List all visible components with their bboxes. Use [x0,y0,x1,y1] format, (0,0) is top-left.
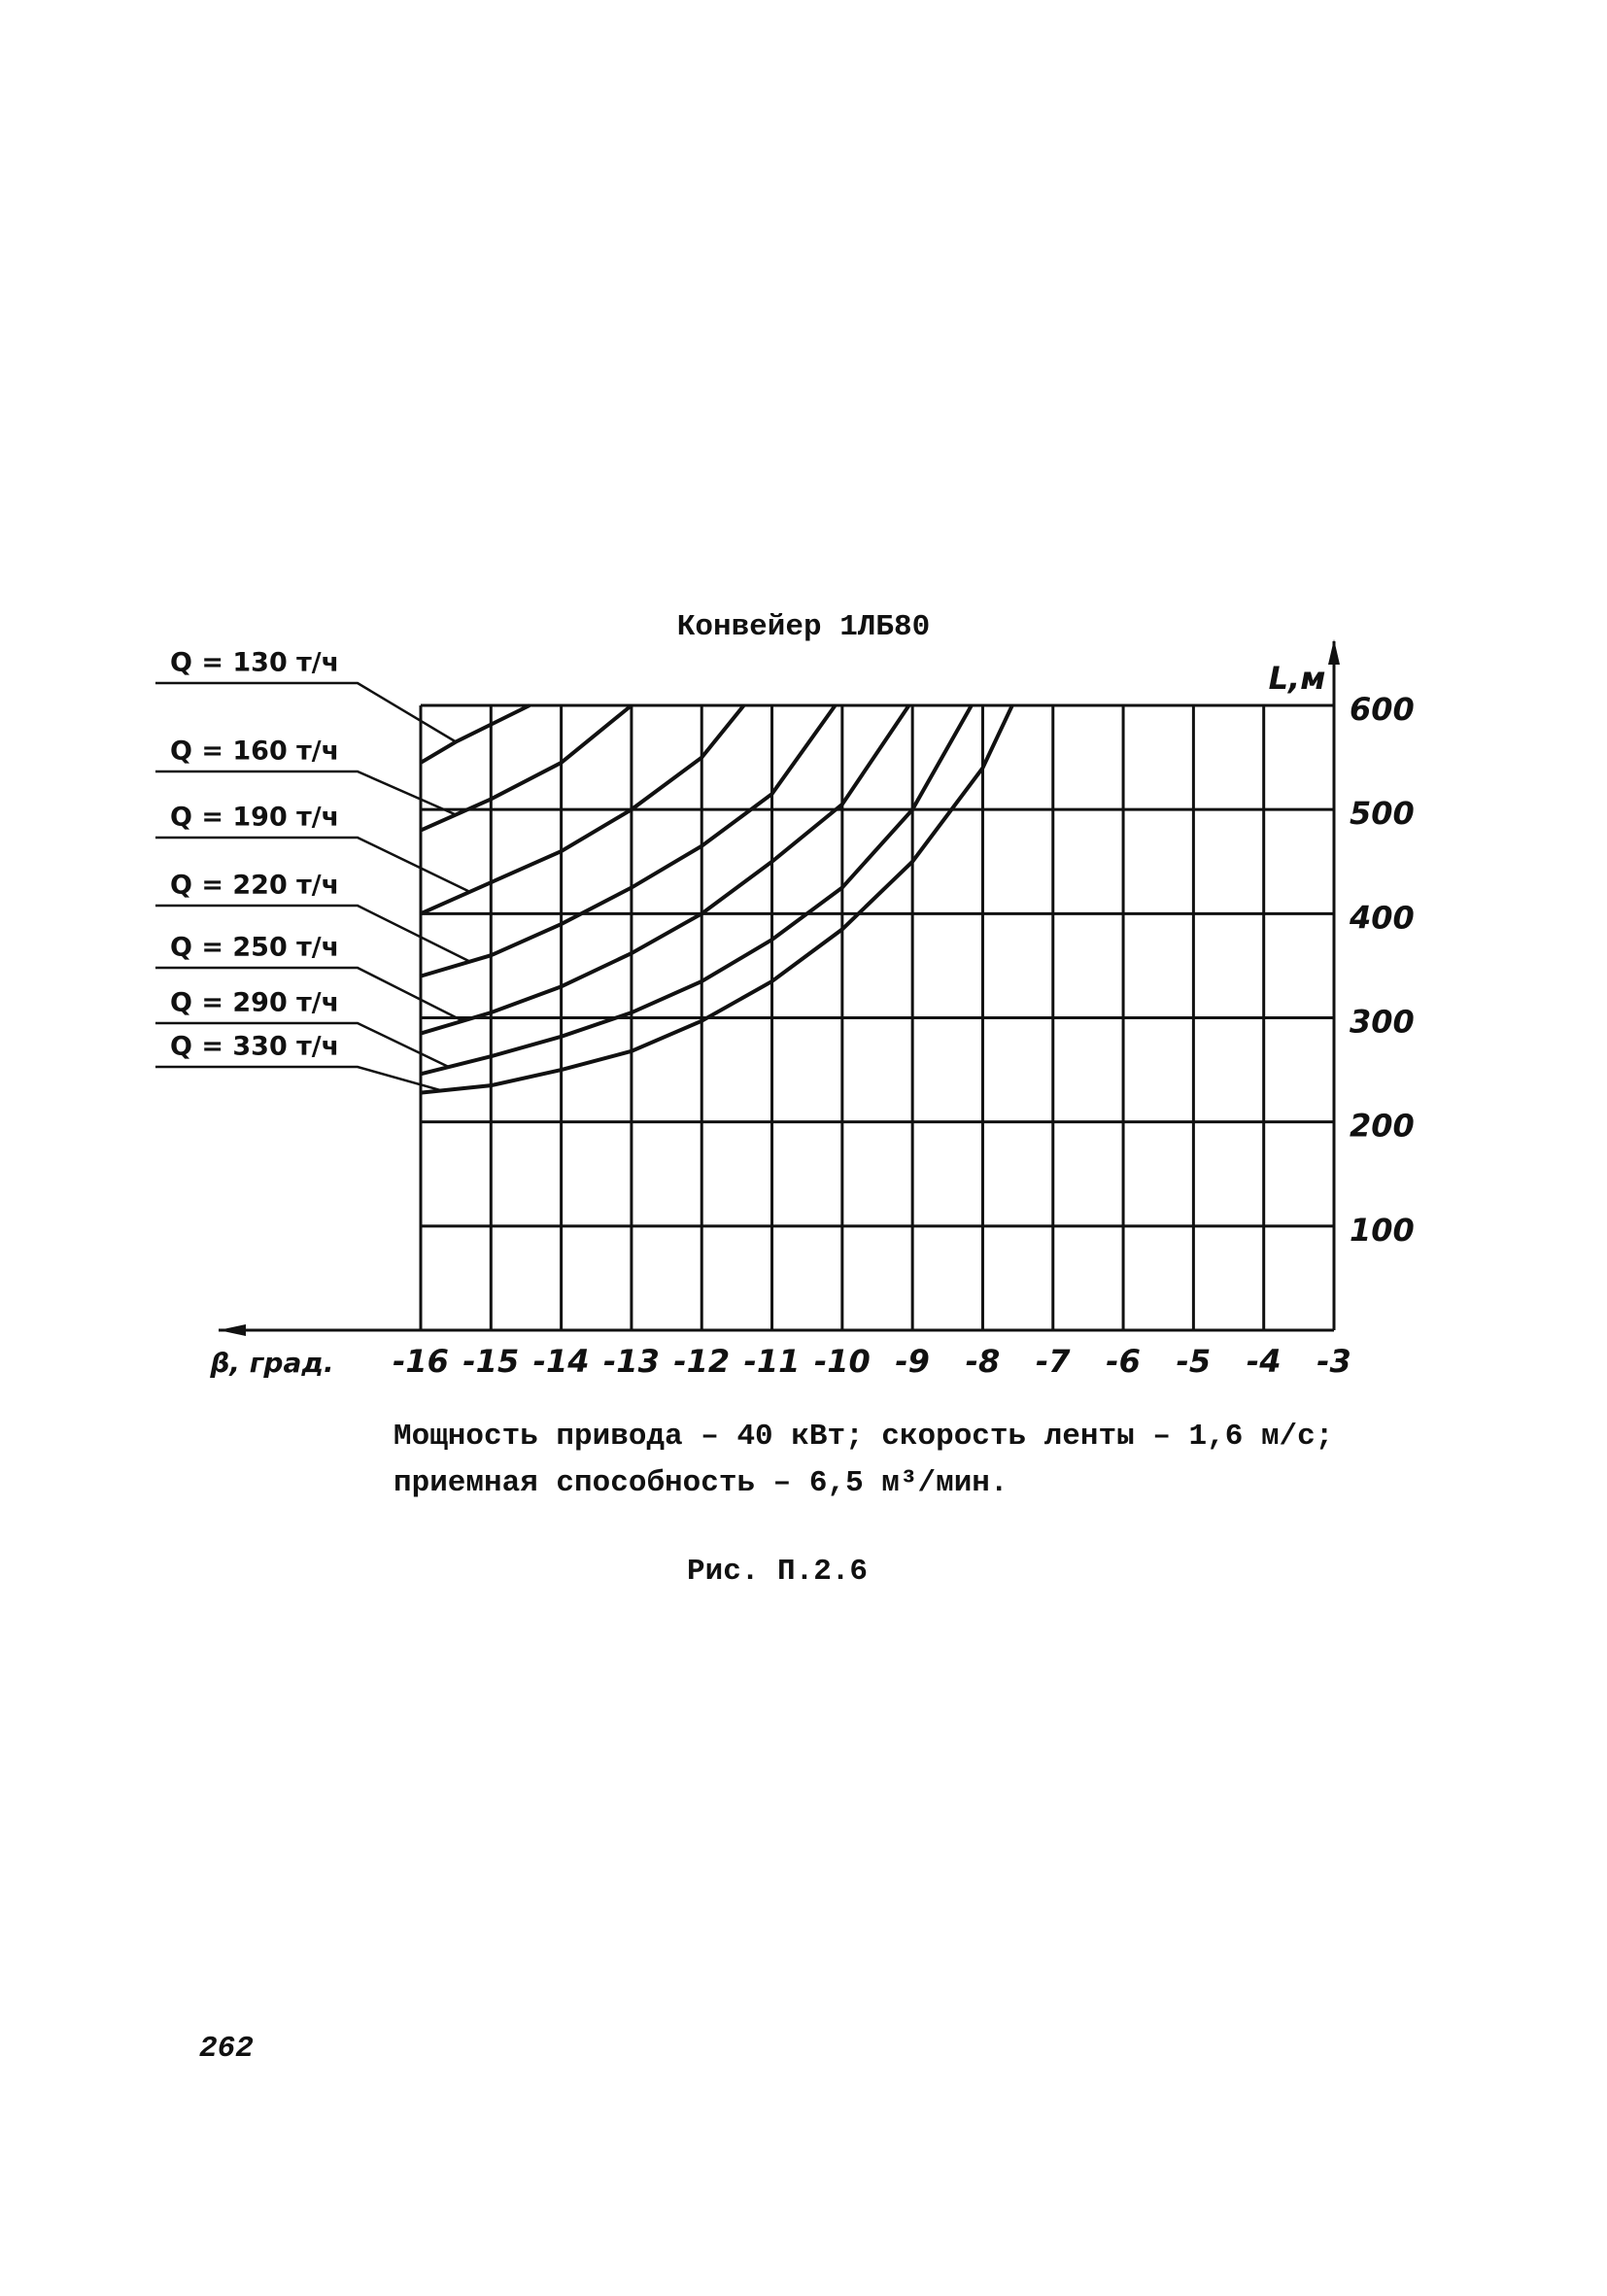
x-tick-label: -14 [533,1343,590,1380]
x-tick-label: -16 [393,1343,449,1380]
y-axis-arrow [1328,639,1340,665]
y-tick-label: 500 [1350,795,1415,832]
caption-line: приемная способность – 6,5 м³/мин. [393,1466,1009,1500]
legend-label: Q = 330 т/ч [170,1032,339,1062]
chart-title: Конвейер 1ЛБ80 [677,610,930,644]
curve [420,704,1014,1095]
x-axis-arrow [219,1324,246,1336]
legend-label: Q = 130 т/ч [170,648,339,678]
figure-label: Рис. П.2.6 [687,1555,868,1589]
legend-label: Q = 190 т/ч [170,803,339,833]
x-tick-label: -13 [603,1343,660,1380]
x-tick-label: -8 [966,1343,1001,1380]
curve [420,703,746,916]
x-tick-label: -11 [744,1343,801,1380]
curve [420,703,911,1036]
x-tick-label: -7 [1036,1343,1071,1380]
x-tick-label: -15 [462,1343,519,1380]
curve [420,704,974,1077]
page-number: 262 [199,2032,254,2066]
x-tick-label: -3 [1316,1343,1351,1380]
x-tick-label: -12 [673,1343,730,1380]
x-tick-label: -5 [1177,1343,1212,1380]
legend-label: Q = 250 т/ч [170,933,339,963]
y-tick-label: 300 [1350,1004,1415,1041]
x-tick-label: -9 [895,1343,930,1380]
y-tick-label: 100 [1350,1212,1415,1249]
curve [420,703,633,833]
leader-line [155,1065,443,1092]
leader-line [155,904,471,963]
y-tick-label: 200 [1350,1108,1415,1145]
x-axis-label: β, град. [209,1347,333,1379]
leader-line [155,681,457,743]
caption-line: Мощность привода – 40 кВт; скорость лент… [393,1420,1333,1454]
y-axis-label: L,м [1269,660,1326,697]
legend-label: Q = 160 т/ч [170,737,339,767]
y-tick-label: 600 [1350,691,1415,728]
x-tick-label: -6 [1106,1343,1141,1380]
curve [419,703,530,765]
leader-line [155,770,457,816]
x-tick-label: -10 [814,1343,871,1380]
x-tick-label: -4 [1247,1343,1282,1380]
curve [420,703,838,978]
leader-line [155,1021,450,1069]
leader-line [155,836,471,893]
legend-label: Q = 290 т/ч [170,988,339,1018]
leader-line [155,966,463,1022]
legend-label: Q = 220 т/ч [170,871,339,901]
y-tick-label: 400 [1349,899,1415,936]
